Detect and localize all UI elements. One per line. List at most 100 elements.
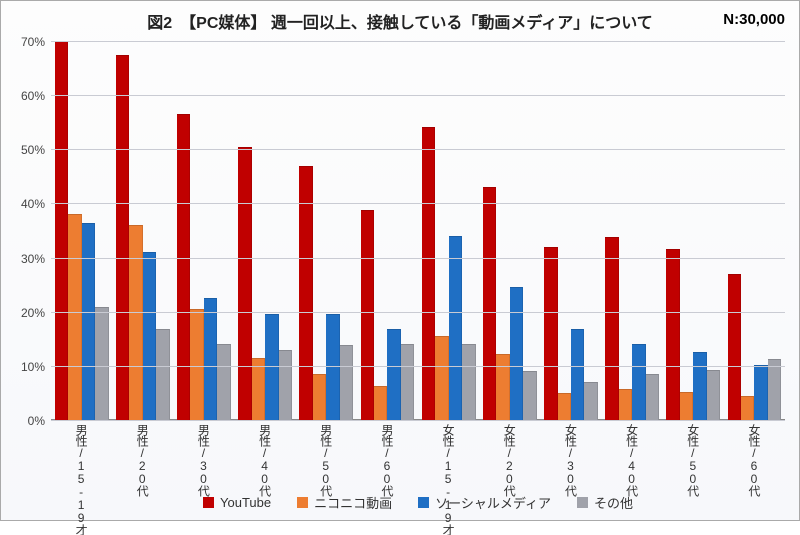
legend-swatch: [577, 497, 588, 508]
category-label: 女性/60代: [746, 420, 763, 496]
y-axis-label: 10%: [5, 360, 51, 374]
bar: [462, 344, 475, 420]
bar: [632, 344, 645, 420]
category-label: 女性/40代: [624, 420, 641, 496]
bar: [558, 393, 571, 420]
bar: [340, 345, 353, 420]
bar: [252, 358, 265, 420]
category-group: 女性/60代: [724, 41, 785, 420]
bar: [646, 374, 659, 420]
y-axis-label: 70%: [5, 35, 51, 49]
bar: [754, 365, 767, 420]
legend-item: ニコニコ動画: [297, 493, 392, 512]
legend-item: その他: [577, 493, 633, 512]
y-axis-label: 50%: [5, 143, 51, 157]
gridline: 60%: [51, 95, 785, 96]
bar-cluster: [238, 41, 292, 420]
bar-cluster: [116, 41, 170, 420]
bar: [483, 187, 496, 420]
bar: [129, 225, 142, 420]
legend-label: YouTube: [220, 495, 271, 510]
y-axis-label: 30%: [5, 252, 51, 266]
bar: [156, 329, 169, 420]
gridline: 30%: [51, 258, 785, 259]
y-axis-label: 40%: [5, 197, 51, 211]
bar: [571, 329, 584, 420]
category-group: 女性/40代: [602, 41, 663, 420]
bar: [265, 314, 278, 420]
category-label: 女性/50代: [685, 420, 702, 496]
y-axis-label: 20%: [5, 306, 51, 320]
bar-cluster: [422, 41, 476, 420]
bar: [55, 41, 68, 420]
category-group: 男性/60代: [357, 41, 418, 420]
bar: [143, 252, 156, 420]
category-label: 女性/15-19才: [440, 420, 457, 535]
category-group: 男性/30代: [173, 41, 234, 420]
category-label: 男性/40代: [257, 420, 274, 496]
gridline: 50%: [51, 149, 785, 150]
bar: [707, 370, 720, 420]
category-group: 男性/40代: [235, 41, 296, 420]
bar: [204, 298, 217, 420]
bar: [584, 382, 597, 420]
bar-cluster: [177, 41, 231, 420]
bar: [544, 247, 557, 420]
bar: [605, 237, 618, 420]
legend: YouTube ニコニコ動画 ソーシャルメディア その他: [51, 493, 785, 512]
bar: [217, 344, 230, 420]
gridline: 20%: [51, 312, 785, 313]
category-group: 女性/15-19才: [418, 41, 479, 420]
bar: [728, 274, 741, 420]
bar: [523, 371, 536, 420]
bar: [82, 223, 95, 420]
bar-cluster: [299, 41, 353, 420]
bar: [387, 329, 400, 420]
bar-cluster: [361, 41, 415, 420]
category-label: 男性/15-19才: [73, 420, 90, 535]
legend-swatch: [297, 497, 308, 508]
bar: [313, 374, 326, 420]
legend-swatch: [418, 497, 429, 508]
chart-title: 図2 【PC媒体】 週一回以上、接触している「動画メディア」について: [1, 9, 799, 33]
bar: [768, 359, 781, 420]
gridline: 0%: [51, 420, 785, 421]
category-group: 女性/30代: [540, 41, 601, 420]
legend-swatch: [203, 497, 214, 508]
category-group: 男性/20代: [112, 41, 173, 420]
bar-groups: 男性/15-19才男性/20代男性/30代男性/40代男性/50代男性/60代女…: [51, 41, 785, 420]
bar-cluster: [544, 41, 598, 420]
category-label: 女性/20代: [501, 420, 518, 496]
bar: [741, 396, 754, 420]
bar: [510, 287, 523, 420]
bar: [449, 236, 462, 420]
category-label: 男性/50代: [318, 420, 335, 496]
bar: [279, 350, 292, 420]
bar: [496, 354, 509, 420]
bar: [619, 389, 632, 420]
bar: [177, 114, 190, 420]
bar: [435, 336, 448, 420]
n-count-label: N:30,000: [723, 11, 785, 28]
category-group: 女性/50代: [663, 41, 724, 420]
bar: [680, 392, 693, 420]
bar: [68, 214, 81, 420]
bar: [693, 352, 706, 420]
legend-item: ソーシャルメディア: [418, 493, 551, 512]
gridline: 70%: [51, 41, 785, 42]
bar-cluster: [55, 41, 109, 420]
bar: [374, 386, 387, 420]
gridline: 40%: [51, 203, 785, 204]
category-group: 女性/20代: [479, 41, 540, 420]
bar: [422, 127, 435, 420]
legend-label: ソーシャルメディア: [435, 493, 551, 512]
bar-cluster: [605, 41, 659, 420]
category-group: 男性/50代: [296, 41, 357, 420]
legend-label: ニコニコ動画: [314, 493, 392, 512]
category-label: 男性/20代: [134, 420, 151, 496]
category-group: 男性/15-19才: [51, 41, 112, 420]
bar-cluster: [666, 41, 720, 420]
gridline: 10%: [51, 366, 785, 367]
y-axis-label: 0%: [5, 414, 51, 428]
bar-cluster: [483, 41, 537, 420]
